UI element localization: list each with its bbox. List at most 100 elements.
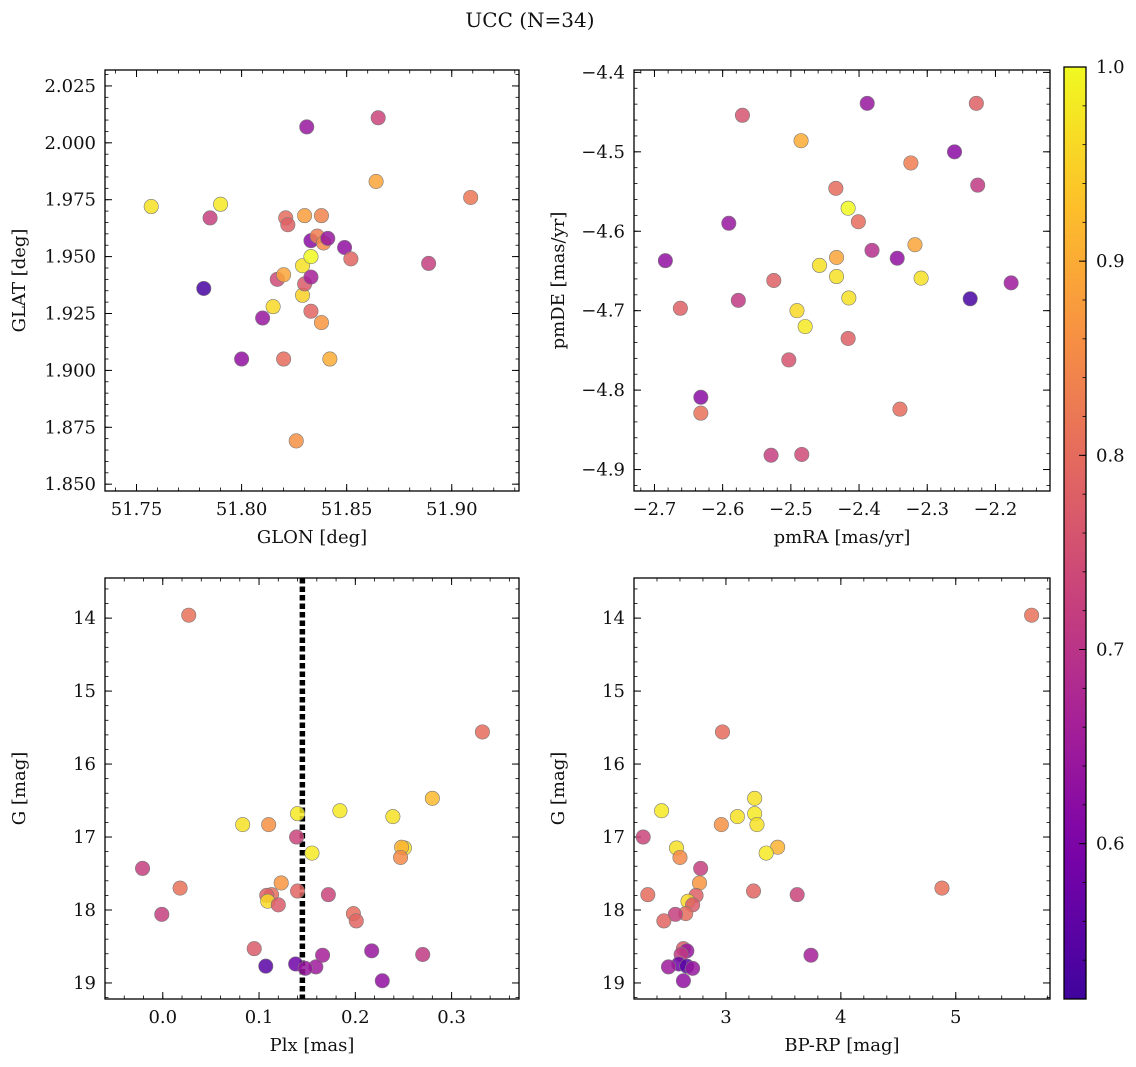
- cmd-ytick-label: 19: [602, 973, 625, 994]
- colorbar-tick-label: 0.6: [1096, 834, 1125, 855]
- cmd-ytick-label: 18: [602, 900, 625, 921]
- pm-xtick-label: −2.7: [633, 499, 677, 520]
- colorbar-tick-label: 0.9: [1096, 251, 1125, 272]
- plx-g-scatter-point: [181, 607, 197, 623]
- cmd-scatter-point: [693, 860, 709, 876]
- pm-xtick-label: −2.3: [905, 499, 949, 520]
- glon-glat-scatter-point: [337, 240, 353, 256]
- cmd-scatter-point: [713, 817, 729, 833]
- pm-scatter-point: [829, 249, 845, 265]
- plx-g-scatter-point: [320, 887, 336, 903]
- plx-g-ytick-label: 18: [73, 900, 96, 921]
- pm-scatter-point: [840, 330, 856, 346]
- glon-glat-scatter-point: [303, 269, 319, 285]
- pm-scatter-point: [841, 290, 857, 306]
- glon-glat-ytick-label: 1.850: [44, 474, 96, 495]
- plx-g-scatter-point: [235, 817, 251, 833]
- plx-g-scatter-point: [246, 941, 262, 957]
- cmd-scatter-point: [803, 947, 819, 963]
- cmd-scatter-point: [729, 809, 745, 825]
- pm-scatter-point: [947, 144, 963, 160]
- cmd-scatter-point: [714, 724, 730, 740]
- cmd-scatter-point: [675, 973, 691, 989]
- plx-g-panel: 0.0 0.1 0.2 0.3 14 15 16 17 18 19 Plx [mas] G [mag]: [9, 577, 520, 1056]
- plx-g-scatter-point: [474, 724, 490, 740]
- plx-g-scatter-point: [304, 845, 320, 861]
- plx-g-scatter-point: [261, 817, 277, 833]
- plx-g-scatter-point: [415, 946, 431, 962]
- scatter-panels: 51.75 51.80 51.85 51.90 1.850 1.875 1.900 1.925…: [9, 62, 1051, 1056]
- glon-glat-scatter-point: [202, 210, 218, 226]
- plx-g-ytick-label: 15: [73, 681, 96, 702]
- pm-ytick-label: −4.4: [581, 62, 625, 83]
- plx-g-y-axis-label: G [mag]: [9, 752, 30, 825]
- cmd-scatter-point: [934, 880, 950, 896]
- glon-glat-scatter-point: [255, 310, 271, 326]
- plx-g-scatter-point: [270, 897, 286, 913]
- glon-glat-scatter-point: [313, 315, 329, 331]
- plx-g-scatter-point: [154, 906, 170, 922]
- pm-scatter-point: [892, 401, 908, 417]
- plx-g-axes-frame: [104, 577, 520, 1000]
- cmd-ytick-label: 15: [602, 681, 625, 702]
- cmd-scatter-point: [660, 959, 676, 975]
- plx-g-scatter-point: [364, 943, 380, 959]
- glon-glat-ytick-label: 1.925: [44, 303, 96, 324]
- plx-g-scatter-point: [424, 790, 440, 806]
- glon-glat-scatter-point: [143, 199, 159, 215]
- pm-scatter-point: [789, 303, 805, 319]
- cmd-scatter-point: [656, 913, 672, 929]
- pm-scatter-point: [913, 270, 929, 286]
- glon-glat-scatter-point: [463, 189, 479, 205]
- plx-g-ytick-label: 14: [73, 608, 96, 629]
- glon-glat-scatter-point: [368, 174, 384, 190]
- glon-glat-scatter-point: [421, 255, 437, 271]
- glon-glat-ytick-label: 2.000: [44, 133, 96, 154]
- pm-scatter-point: [962, 291, 978, 307]
- cmd-panel: 3 4 5 14 15 16 17 18 19 BP-RP [mag] G [mag]: [548, 577, 1051, 1056]
- pm-panel: −2.7 −2.6 −2.5 −2.4 −2.3 −2.2 −4.9 −4.8 −4.7 −4.6…: [548, 62, 1051, 548]
- pm-scatter-point: [970, 177, 986, 193]
- pm-scatter-point: [850, 214, 866, 230]
- glon-glat-scatter-point: [280, 217, 296, 233]
- cmd-scatter-point: [667, 906, 683, 922]
- plx-g-xtick-label: 0.3: [437, 1007, 466, 1028]
- colorbar: 0.6 0.7 0.8 0.9 1.0: [1063, 57, 1125, 1000]
- figure-title: UCC (N=34): [465, 8, 594, 32]
- plx-g-scatter-point: [258, 958, 274, 974]
- plx-g-scatter-point: [290, 806, 306, 822]
- glon-glat-y-axis-label: GLAT [deg]: [9, 229, 30, 333]
- plx-g-scatter-point: [289, 829, 305, 845]
- pm-x-axis-label: pmRA [mas/yr]: [774, 527, 911, 548]
- pm-scatter-point: [968, 95, 984, 111]
- pm-y-axis-label: pmDE [mas/yr]: [548, 212, 569, 350]
- glon-glat-scatter-point: [276, 351, 292, 367]
- glon-glat-xtick-label: 51.90: [426, 499, 478, 520]
- glon-glat-scatter-point: [213, 196, 229, 212]
- pm-scatter-point: [811, 257, 827, 273]
- colorbar-gradient: [1064, 67, 1086, 999]
- cmd-axes-frame: [633, 577, 1051, 1000]
- plx-g-ytick-label: 16: [73, 754, 96, 775]
- pm-ytick-label: −4.9: [581, 460, 625, 481]
- pm-scatter-point: [721, 215, 737, 231]
- plx-g-ytick-label: 19: [73, 973, 96, 994]
- cmd-scatter-point: [635, 829, 651, 845]
- cmd-x-axis-label: BP-RP [mag]: [784, 1035, 899, 1056]
- pm-scatter-point: [859, 95, 875, 111]
- plx-g-ytick-label: 17: [73, 827, 96, 848]
- pm-scatter-point: [672, 300, 688, 316]
- pm-scatter-point: [840, 200, 856, 216]
- glon-glat-scatter-point: [370, 110, 386, 126]
- pm-scatter-point: [693, 405, 709, 421]
- pm-xtick-label: −2.2: [974, 499, 1018, 520]
- glon-glat-scatter-point: [303, 303, 319, 319]
- colorbar-tick-label: 0.7: [1096, 640, 1125, 661]
- cmd-ytick-label: 16: [602, 754, 625, 775]
- plx-g-scatter-point: [290, 883, 306, 899]
- plx-g-scatter-point: [332, 803, 348, 819]
- glon-glat-scatter-point: [313, 208, 329, 224]
- glon-glat-scatter-point: [265, 299, 281, 315]
- pm-xtick-label: −2.4: [837, 499, 881, 520]
- colorbar-tick-label: 0.8: [1096, 445, 1125, 466]
